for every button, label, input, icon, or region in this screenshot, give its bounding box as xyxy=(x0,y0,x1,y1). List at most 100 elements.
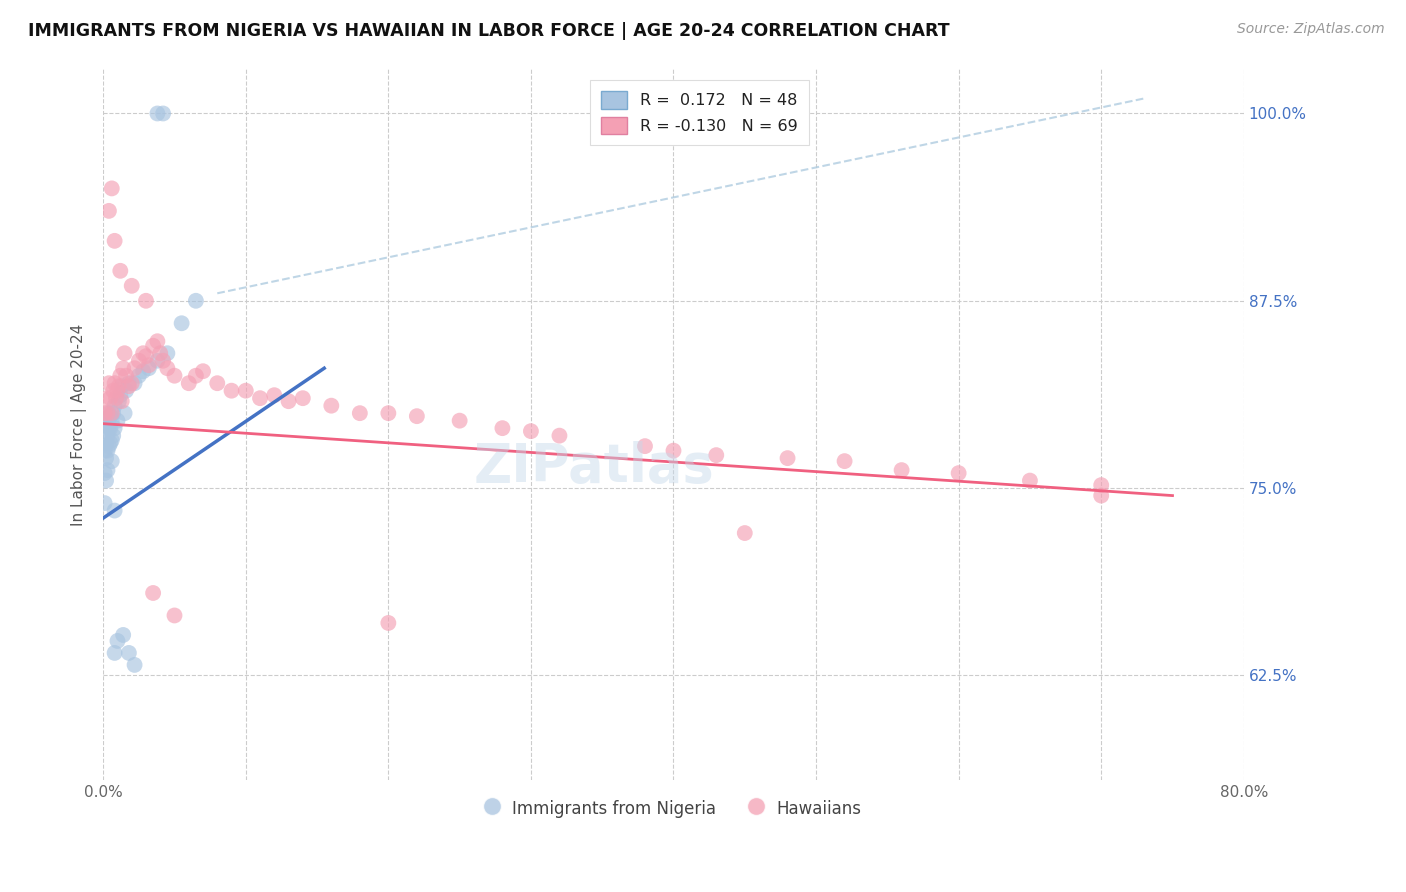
Point xyxy=(321,399,343,413)
Point xyxy=(111,379,134,393)
Point xyxy=(94,421,117,435)
Point xyxy=(107,634,129,648)
Point xyxy=(520,424,543,438)
Point xyxy=(132,364,155,378)
Point xyxy=(104,646,127,660)
Point xyxy=(93,466,115,480)
Point xyxy=(1019,474,1042,488)
Point xyxy=(112,361,135,376)
Point xyxy=(132,346,155,360)
Y-axis label: In Labor Force | Age 20-24: In Labor Force | Age 20-24 xyxy=(72,323,87,525)
Point xyxy=(104,399,127,413)
Point xyxy=(96,443,118,458)
Point xyxy=(291,391,314,405)
Point xyxy=(890,463,912,477)
Text: IMMIGRANTS FROM NIGERIA VS HAWAIIAN IN LABOR FORCE | AGE 20-24 CORRELATION CHART: IMMIGRANTS FROM NIGERIA VS HAWAIIAN IN L… xyxy=(28,22,949,40)
Point xyxy=(97,406,120,420)
Point xyxy=(104,421,127,435)
Point xyxy=(105,391,128,405)
Point xyxy=(191,364,214,378)
Point xyxy=(98,436,121,450)
Point xyxy=(221,384,243,398)
Point xyxy=(100,454,122,468)
Point xyxy=(108,394,131,409)
Point xyxy=(948,466,970,480)
Point xyxy=(163,368,186,383)
Point xyxy=(93,443,115,458)
Point xyxy=(1090,489,1112,503)
Point xyxy=(115,384,138,398)
Point xyxy=(96,414,118,428)
Point xyxy=(103,406,125,420)
Point xyxy=(93,406,115,420)
Point xyxy=(277,394,299,409)
Point xyxy=(184,368,207,383)
Point xyxy=(96,463,118,477)
Text: ZIPatlas: ZIPatlas xyxy=(474,442,714,493)
Point xyxy=(103,384,125,398)
Point xyxy=(1090,478,1112,492)
Point xyxy=(377,615,399,630)
Point xyxy=(128,353,150,368)
Point xyxy=(235,384,257,398)
Point xyxy=(104,234,127,248)
Point xyxy=(115,368,138,383)
Point xyxy=(662,443,685,458)
Point xyxy=(405,409,427,424)
Point xyxy=(100,433,122,447)
Point xyxy=(98,391,121,405)
Point xyxy=(704,448,727,462)
Point xyxy=(121,278,143,293)
Point xyxy=(138,361,160,376)
Point xyxy=(128,368,150,383)
Point xyxy=(152,353,174,368)
Point xyxy=(156,361,179,376)
Point xyxy=(118,376,141,391)
Point xyxy=(138,358,160,372)
Point xyxy=(111,394,134,409)
Point xyxy=(184,293,207,308)
Point xyxy=(97,203,120,218)
Point xyxy=(110,388,132,402)
Point xyxy=(170,316,193,330)
Point xyxy=(124,376,146,391)
Point xyxy=(491,421,513,435)
Point xyxy=(146,334,169,349)
Point xyxy=(548,428,571,442)
Legend: Immigrants from Nigeria, Hawaiians: Immigrants from Nigeria, Hawaiians xyxy=(479,792,868,825)
Point xyxy=(834,454,856,468)
Point xyxy=(121,376,143,391)
Point xyxy=(156,346,179,360)
Point xyxy=(94,451,117,466)
Point xyxy=(249,391,271,405)
Point xyxy=(104,503,127,517)
Point xyxy=(124,361,146,376)
Point xyxy=(634,439,657,453)
Point xyxy=(94,436,117,450)
Point xyxy=(163,608,186,623)
Point xyxy=(98,409,121,424)
Point xyxy=(207,376,229,391)
Point xyxy=(142,586,165,600)
Point xyxy=(152,106,174,120)
Point xyxy=(114,406,136,420)
Point xyxy=(97,439,120,453)
Point xyxy=(776,451,799,466)
Point xyxy=(107,384,129,398)
Point xyxy=(114,346,136,360)
Point xyxy=(104,376,127,391)
Point xyxy=(112,628,135,642)
Point xyxy=(97,376,120,391)
Point xyxy=(110,368,132,383)
Point xyxy=(146,353,169,368)
Point xyxy=(349,406,371,420)
Point xyxy=(97,421,120,435)
Point xyxy=(98,421,121,435)
Text: Source: ZipAtlas.com: Source: ZipAtlas.com xyxy=(1237,22,1385,37)
Point xyxy=(118,646,141,660)
Point xyxy=(100,406,122,420)
Point xyxy=(96,428,118,442)
Point xyxy=(146,106,169,120)
Point xyxy=(449,414,471,428)
Point xyxy=(135,349,157,363)
